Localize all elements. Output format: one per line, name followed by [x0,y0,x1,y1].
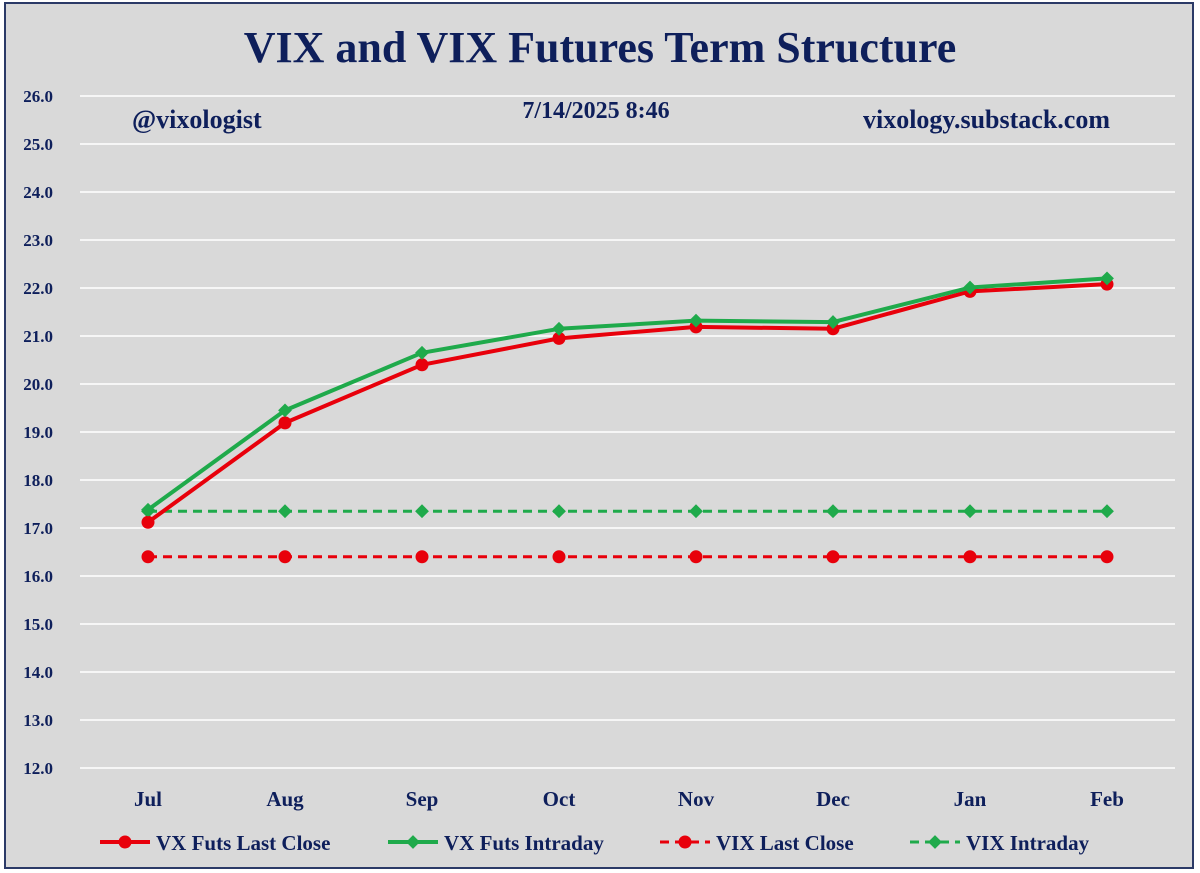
y-tick-label: 24.0 [23,183,53,202]
data-point-marker [415,550,429,564]
legend-entry: VIX Last Close [660,831,854,855]
y-tick-label: 13.0 [23,711,53,730]
data-point-marker [826,550,840,564]
data-point-marker [141,515,155,529]
data-point-marker [826,504,840,519]
y-axis-ticks: 12.0 13.0 14.0 15.0 16.0 17.0 18.0 19.0 20.0 21.0… [23,87,53,778]
x-axis-ticks: Jul Aug Sep Oct Nov Dec Jan Feb [134,787,1124,811]
legend: VX Futs Last Close VX Futs Intraday VIX La… [100,831,1090,855]
legend-label: VIX Intraday [966,831,1090,855]
data-point-marker [1100,504,1114,519]
x-tick-label: Feb [1090,787,1124,811]
y-tick-label: 17.0 [23,519,53,538]
y-tick-label: 15.0 [23,615,53,634]
data-point-marker [826,315,840,329]
grid-lines [80,95,1175,769]
data-point-marker [141,550,155,564]
y-tick-label: 18.0 [23,471,53,490]
data-point-marker [678,835,692,849]
y-tick-label: 14.0 [23,663,53,682]
series-vx-futs-last-close [141,277,1114,529]
series-line [146,282,1108,524]
x-tick-label: Oct [543,787,576,811]
data-point-marker [278,550,292,564]
x-tick-label: Jul [134,787,162,811]
data-point-marker [552,550,566,564]
series-vix-intraday [141,504,1114,519]
data-point-marker [1100,550,1114,564]
data-point-marker [689,504,703,519]
data-point-marker [278,504,292,519]
legend-entry: VX Futs Last Close [100,831,330,855]
data-point-marker [689,313,703,328]
data-point-marker [415,345,429,360]
data-point-marker [141,502,155,517]
y-tick-label: 21.0 [23,327,53,346]
y-tick-label: 16.0 [23,567,53,586]
site-annotation: vixology.substack.com [863,105,1110,134]
series-layer [141,271,1114,564]
chart-title: VIX and VIX Futures Term Structure [244,23,957,72]
y-tick-label: 23.0 [23,231,53,250]
data-point-marker [928,835,942,849]
data-point-marker [963,280,977,295]
x-tick-label: Nov [678,787,715,811]
data-point-marker [1100,271,1114,286]
legend-label: VX Futs Intraday [444,831,604,855]
handle-annotation: @vixologist [132,105,262,134]
series-vix-last-close [141,550,1114,564]
data-point-marker [415,504,429,519]
y-tick-label: 22.0 [23,279,53,298]
data-point-marker [415,358,429,372]
data-point-marker [552,504,566,519]
x-tick-label: Jan [954,787,987,811]
data-point-marker [689,550,703,564]
y-tick-label: 19.0 [23,423,53,442]
x-tick-label: Dec [816,787,850,811]
timestamp-annotation: 7/14/2025 8:46 [522,98,669,124]
data-point-marker [278,403,292,418]
legend-entry: VIX Intraday [910,831,1090,855]
y-tick-label: 26.0 [23,87,53,106]
data-point-marker [552,331,566,345]
legend-label: VIX Last Close [716,831,854,855]
y-tick-label: 20.0 [23,375,53,394]
chart-frame [4,2,1194,869]
data-point-marker [552,321,566,336]
legend-entry: VX Futs Intraday [388,831,604,855]
legend-label: VX Futs Last Close [156,831,330,855]
data-point-marker [963,550,977,564]
y-tick-label: 25.0 [23,135,53,154]
x-tick-label: Aug [266,787,304,811]
data-point-marker [406,835,420,849]
x-tick-label: Sep [406,787,439,811]
series-vx-futs-intraday [141,271,1114,517]
series-line [146,276,1108,512]
y-tick-label: 12.0 [23,759,53,778]
data-point-marker [278,416,292,430]
data-point-marker [118,835,132,849]
data-point-marker [963,504,977,519]
